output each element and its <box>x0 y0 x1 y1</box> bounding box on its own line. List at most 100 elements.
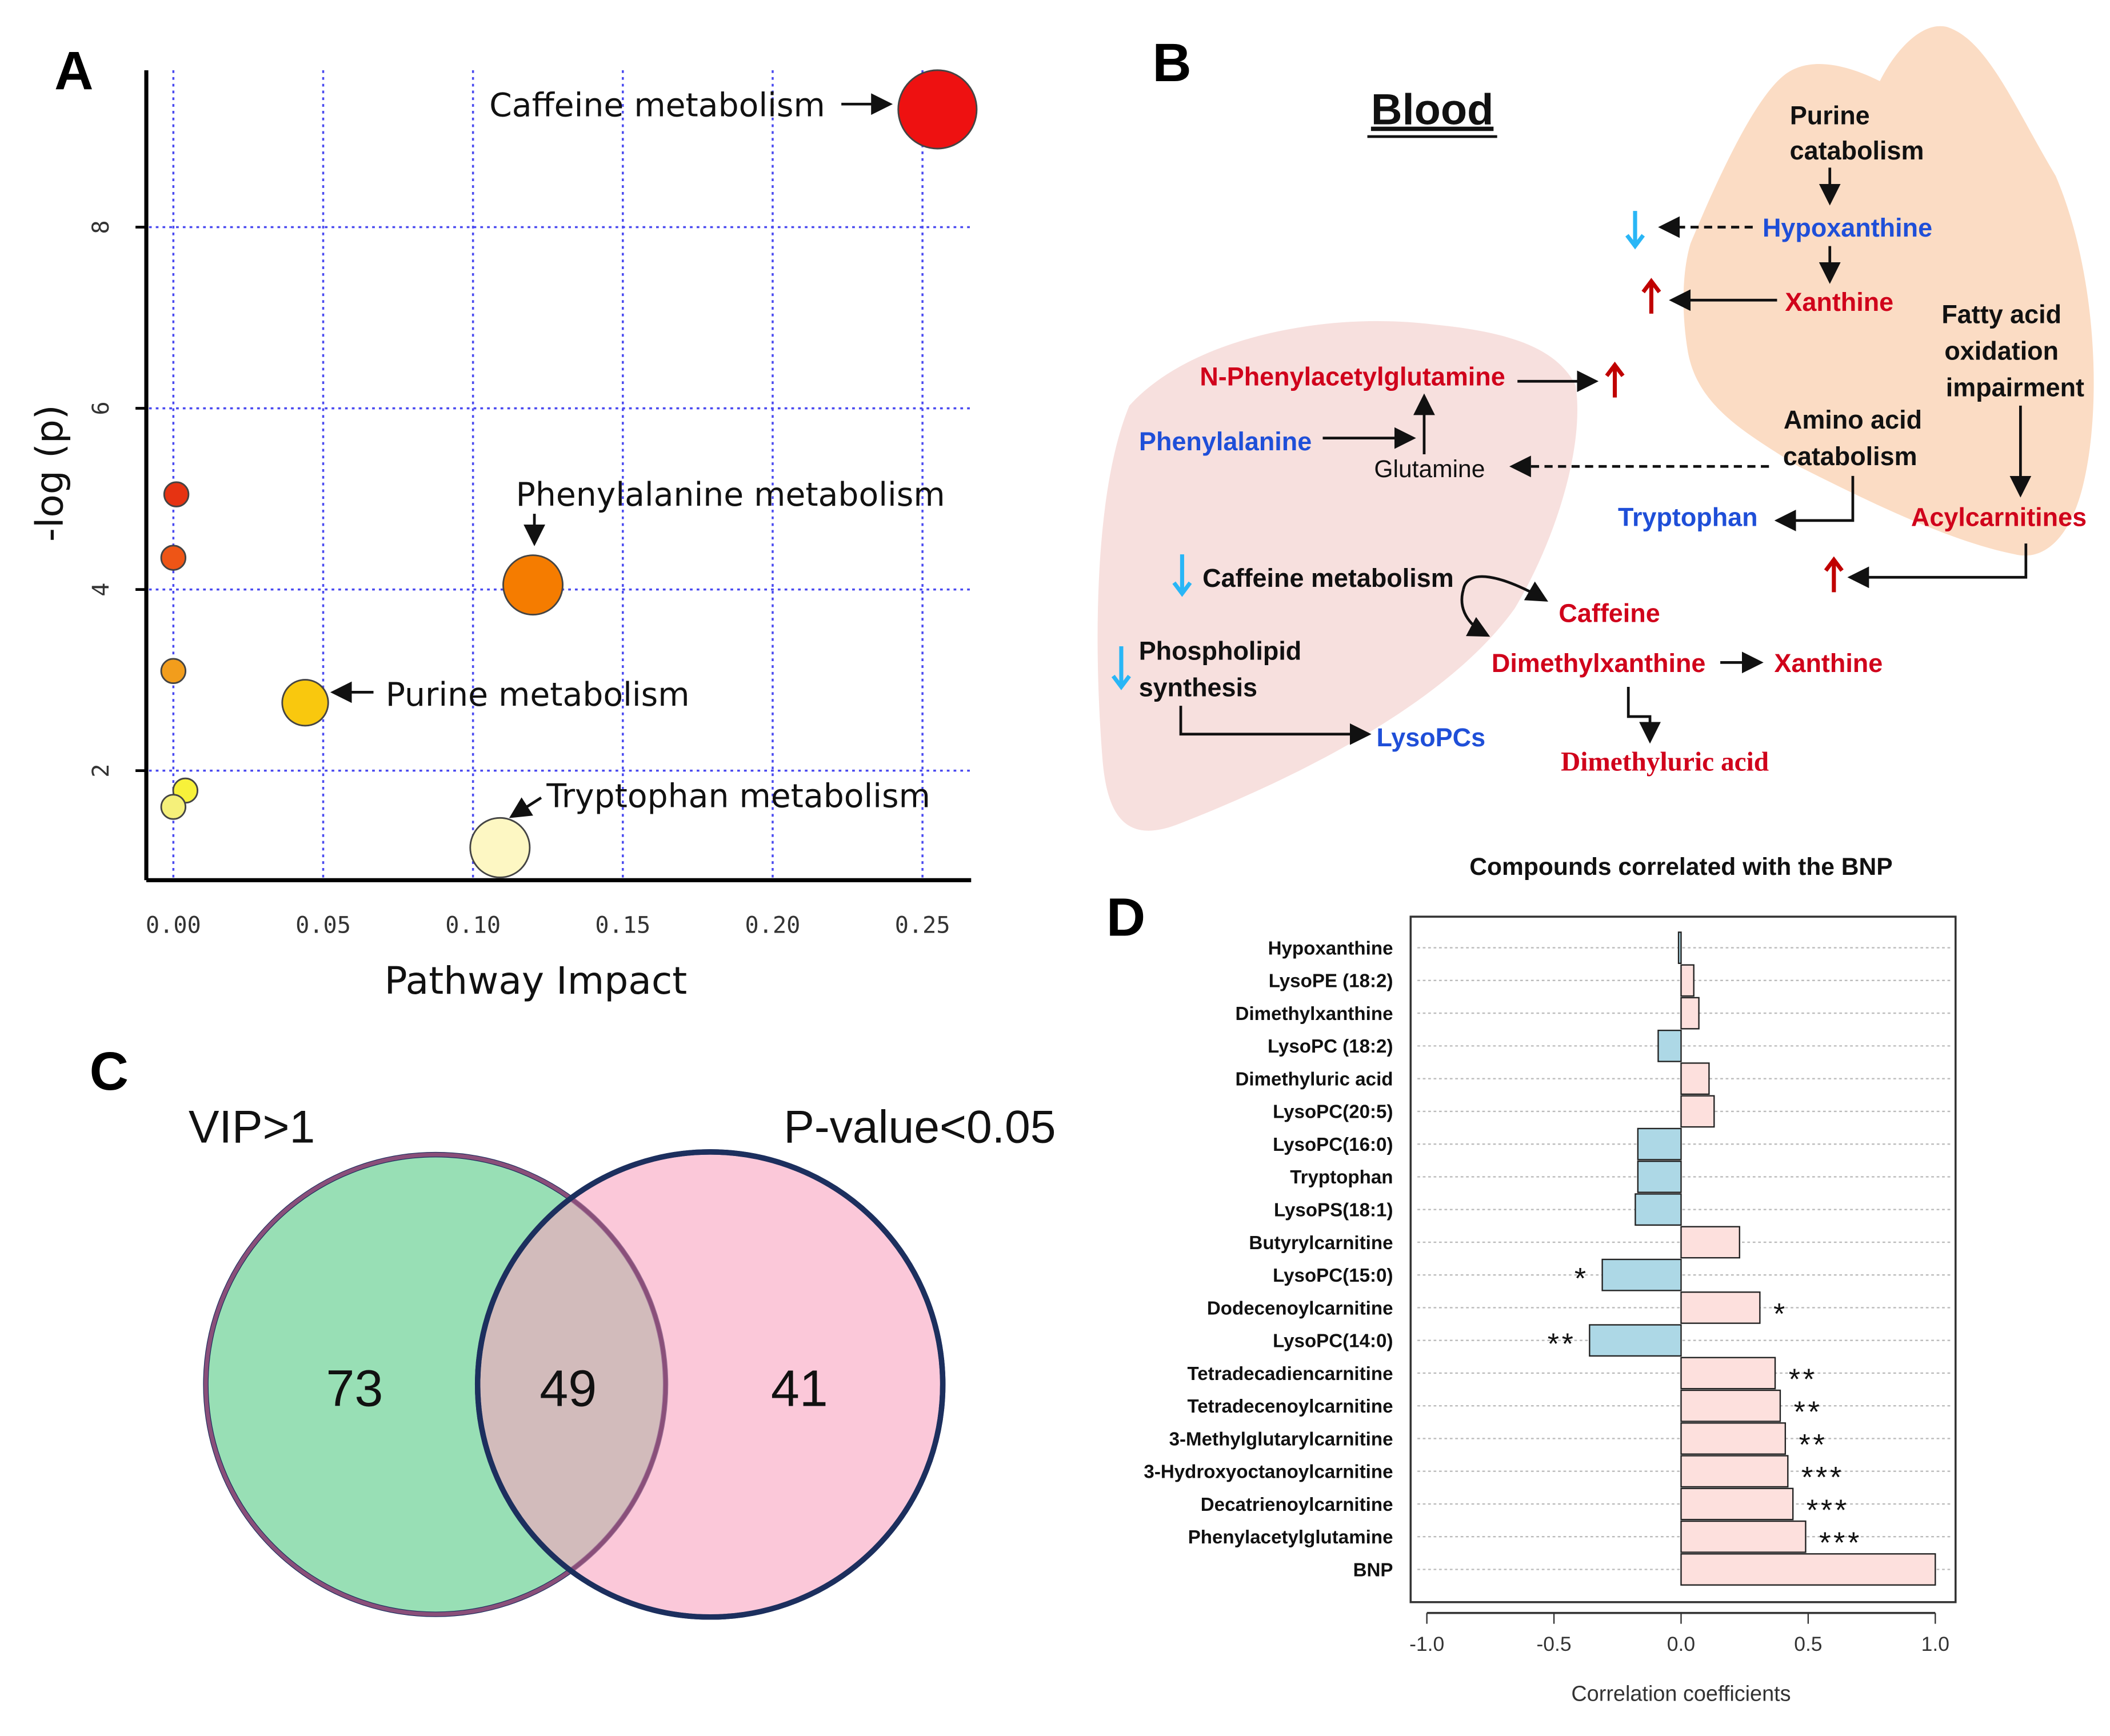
y-tick-label: 6 <box>88 401 114 415</box>
significance-marker: * <box>1574 1262 1589 1295</box>
significance-marker: * <box>1773 1298 1788 1331</box>
node-impairment: impairment <box>1946 373 2084 402</box>
category-label: LysoPE (18:2) <box>1269 971 1393 992</box>
venn-label-vip: VIP>1 <box>189 1101 315 1153</box>
x-tick-label: 0.5 <box>1794 1633 1822 1655</box>
venn-circle-outline <box>474 1149 946 1620</box>
category-label: Phenylacetylglutamine <box>1188 1527 1393 1548</box>
panel-c: C VIP>1 P-value<0.05 73 49 41 <box>90 1041 1056 1620</box>
bar <box>1657 1029 1682 1062</box>
data-point <box>160 545 187 571</box>
category-label: Dimethylxanthine <box>1236 1003 1393 1025</box>
panel-d: D Compounds correlated with the BNP Hypo… <box>1106 853 1957 1706</box>
node-caffeine: Caffeine <box>1558 598 1660 627</box>
x-tick-label: -1.0 <box>1409 1633 1444 1655</box>
x-tick-label: 0.25 <box>895 913 950 939</box>
category-label: LysoPC(15:0) <box>1273 1265 1393 1286</box>
arrow <box>1847 543 2028 589</box>
x-tick-label: 1.0 <box>1921 1633 1949 1655</box>
x-axis-label: Correlation coefficients <box>1571 1682 1791 1706</box>
up-arrow-icon <box>1641 278 1661 294</box>
category-label: Hypoxanthine <box>1268 938 1393 959</box>
node-acylcarnitines: Acylcarnitines <box>1911 502 2087 531</box>
bar <box>1601 1258 1682 1291</box>
data-point <box>160 658 187 684</box>
significance-marker: ** <box>1548 1327 1576 1361</box>
significance-marker: *** <box>1807 1494 1849 1527</box>
down-arrow-icon <box>1172 581 1192 597</box>
venn-count-vip-only: 73 <box>326 1361 383 1418</box>
panel-label-a: A <box>54 41 93 101</box>
category-label: 3-Methylglutarylcarnitine <box>1169 1429 1393 1450</box>
blood-title: Blood <box>1371 86 1493 134</box>
category-label: Dodecenoylcarnitine <box>1207 1298 1393 1319</box>
bar <box>1680 1357 1776 1390</box>
node-dimethyluric-acid: Dimethyluric acid <box>1561 747 1769 777</box>
x-tick-label: 0.0 <box>1667 1633 1695 1655</box>
venn-count-pvalue-only: 41 <box>771 1361 828 1418</box>
arrow <box>1179 706 1372 745</box>
category-label: Tryptophan <box>1290 1167 1393 1188</box>
y-tick-label: 8 <box>88 220 114 234</box>
data-point <box>502 554 564 616</box>
data-point <box>281 679 329 727</box>
x-tick-label: 0.15 <box>595 913 650 939</box>
node-hypoxanthine: Hypoxanthine <box>1763 213 1932 242</box>
significance-marker: ** <box>1794 1396 1823 1429</box>
arrow <box>1462 575 1548 602</box>
panel-b: B Blood Purine catabolism Hypoxanthine X… <box>1097 26 2094 831</box>
bar <box>1680 1553 1936 1586</box>
venn-label-pvalue: P-value<0.05 <box>784 1101 1056 1153</box>
y-tick-label: 2 <box>88 764 114 778</box>
y-axis-label: -log (p) <box>27 405 71 542</box>
arrow <box>1627 686 1661 744</box>
x-tick-labels: -1.0 -0.5 0.0 0.5 1.0 <box>1409 1613 1949 1655</box>
node-xanthine-heart: Xanthine <box>1785 287 1893 317</box>
bar-rows: Hypoxanthine LysoPE (18:2) Dimethylxanthin… <box>1144 931 1951 1586</box>
node-caffeine-metabolism: Caffeine metabolism <box>1202 563 1454 593</box>
bar <box>1680 1389 1781 1422</box>
category-label: Butyrylcarnitine <box>1249 1233 1393 1254</box>
venn-count-overlap: 49 <box>540 1361 597 1418</box>
bar <box>1637 1127 1682 1161</box>
bar <box>1680 1291 1761 1324</box>
arrow <box>1460 589 1490 637</box>
x-tick-label: 0.05 <box>295 913 351 939</box>
bar <box>1680 1422 1787 1455</box>
node-n-phenylacetylglutamine: N-Phenylacetylglutamine <box>1200 362 1505 391</box>
venn-circle-outline <box>203 1153 668 1617</box>
node-phenylalanine: Phenylalanine <box>1139 427 1312 456</box>
significance-marker: ** <box>1799 1429 1828 1462</box>
panel-label-b: B <box>1152 33 1191 93</box>
down-arrow-icon <box>1625 234 1645 250</box>
data-point <box>160 794 187 820</box>
bar <box>1680 1226 1740 1259</box>
x-axis-label: Pathway Impact <box>385 959 688 1003</box>
node-oxidation: oxidation <box>1944 336 2059 365</box>
up-arrow-icon <box>1824 556 1844 572</box>
heart-shape <box>1683 26 2094 556</box>
bar <box>1589 1324 1682 1357</box>
bar <box>1680 1455 1789 1488</box>
node-catabolism: catabolism <box>1790 136 1924 165</box>
category-label: Dimethyluric acid <box>1236 1069 1393 1090</box>
bar <box>1637 1161 1682 1193</box>
node-synthesis: synthesis <box>1139 673 1257 702</box>
data-point <box>897 69 978 150</box>
arrow <box>509 796 542 818</box>
category-label: 3-Hydroxyoctanoylcarnitine <box>1144 1462 1393 1483</box>
annotation-phenylalanine: Phenylalanine metabolism <box>516 476 945 514</box>
bar <box>1680 964 1695 997</box>
category-label: LysoPC (18:2) <box>1268 1036 1393 1057</box>
data-points <box>160 69 978 878</box>
significance-marker: *** <box>1801 1461 1844 1494</box>
category-label: BNP <box>1353 1559 1393 1581</box>
node-purine: Purine <box>1790 101 1870 130</box>
data-point <box>469 817 531 878</box>
significance-marker: ** <box>1789 1363 1817 1396</box>
node-amino-acid: Amino acid <box>1784 405 1922 434</box>
x-tick-label: 0.20 <box>745 913 801 939</box>
bar <box>1677 931 1682 964</box>
bar <box>1680 1062 1710 1095</box>
